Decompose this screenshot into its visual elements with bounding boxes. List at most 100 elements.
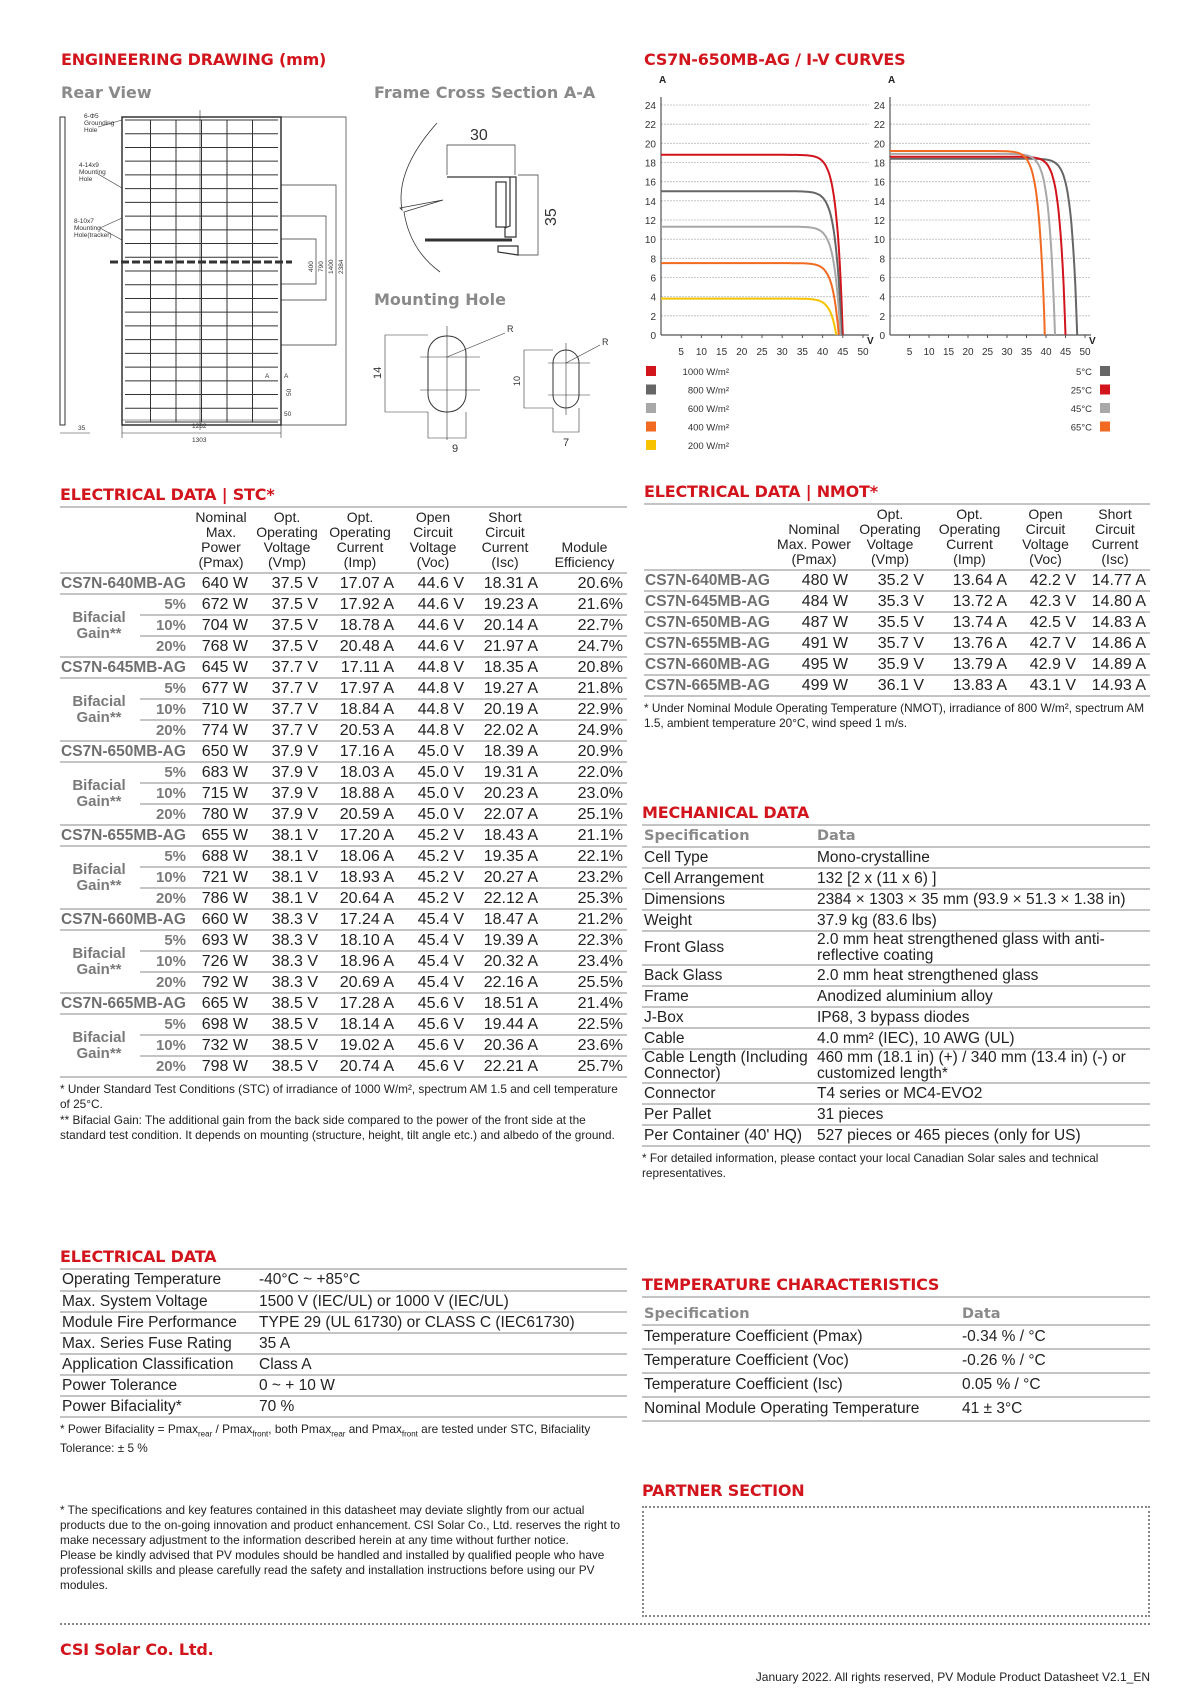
bifacial-row: 20% 774 W 37.7 V 20.53 A 44.8 V 22.02 A 24.9% bbox=[60, 720, 627, 742]
spec-label: Application Classification bbox=[60, 1354, 257, 1376]
nmot-row: CS7N-655MB-AG 491 W 35.7 V 13.76 A 42.7 V 14.… bbox=[644, 633, 1150, 655]
data-header: Data bbox=[960, 1304, 1150, 1326]
stc-column-header: Short Circuit Current (Isc) bbox=[468, 508, 542, 574]
stc-value: 20.19 A bbox=[468, 699, 542, 721]
stc-value: 37.7 V bbox=[252, 657, 322, 679]
stc-value: 715 W bbox=[190, 783, 252, 805]
stc-value: 18.35 A bbox=[468, 657, 542, 679]
stc-value: 44.8 V bbox=[398, 699, 468, 721]
spec-label: Per Pallet bbox=[642, 1104, 815, 1126]
iv-curve bbox=[661, 190, 843, 336]
spec-value: Mono-crystalline bbox=[815, 847, 1150, 869]
dimension-400: 400 bbox=[308, 261, 315, 272]
nmot-value: 487 W bbox=[776, 612, 852, 634]
stc-value: 17.97 A bbox=[322, 678, 398, 700]
stc-value: 665 W bbox=[190, 993, 252, 1015]
stc-value: 45.2 V bbox=[398, 867, 468, 889]
nmot-row: CS7N-645MB-AG 484 W 35.3 V 13.72 A 42.3 V 14.… bbox=[644, 591, 1150, 613]
partner-title: PARTNER SECTION bbox=[642, 1481, 805, 1500]
bifacial-row: Bifacial Gain** 5% 683 W 37.9 V 18.03 A 45.0 … bbox=[60, 762, 627, 826]
nmot-row: CS7N-665MB-AG 499 W 36.1 V 13.83 A 43.1 V 14.… bbox=[644, 675, 1150, 697]
spec-row: Temperature Coefficient (Pmax) -0.34 % / … bbox=[642, 1325, 1150, 1350]
legend-label: 25°C bbox=[1071, 386, 1092, 397]
spec-value: IP68, 3 bypass diodes bbox=[815, 1007, 1150, 1029]
bifacial-gain-percent: 10% bbox=[140, 867, 190, 889]
stc-value: 17.24 A bbox=[322, 909, 398, 931]
nmot-section: ELECTRICAL DATA | NMOT* Nominal Max. Pow… bbox=[644, 482, 1150, 731]
stc-value: 45.6 V bbox=[398, 993, 468, 1015]
spec-row: Per Pallet 31 pieces bbox=[642, 1104, 1150, 1126]
stc-value: 45.4 V bbox=[398, 909, 468, 931]
bifaciality-footnote: * Power Bifaciality = Pmaxrear / Pmaxfro… bbox=[60, 1422, 627, 1456]
spec-label: Module Fire Performance bbox=[60, 1312, 257, 1334]
stc-value: 44.6 V bbox=[398, 636, 468, 658]
legend-swatch bbox=[646, 384, 656, 395]
stc-value: 732 W bbox=[190, 1035, 252, 1057]
model-name: CS7N-640MB-AG bbox=[644, 570, 776, 592]
rear-view-annotations: 6-Φ5 Grounding Hole 4-14x9 Mounting Hole… bbox=[74, 113, 345, 444]
stc-value: 22.07 A bbox=[468, 804, 542, 826]
nmot-value: 13.76 A bbox=[928, 633, 1011, 655]
spec-value: -0.34 % / °C bbox=[960, 1325, 1150, 1350]
bifacial-row: 10% 704 W 37.5 V 18.78 A 44.6 V 20.14 A 22.7% bbox=[60, 615, 627, 637]
spec-value: 41 ± 3°C bbox=[960, 1397, 1150, 1422]
legend-swatch bbox=[1100, 384, 1110, 395]
stc-value: 25.5% bbox=[542, 972, 627, 994]
spec-row: Nominal Module Operating Temperature 41 ±… bbox=[642, 1397, 1150, 1422]
spec-row: Front Glass 2.0 mm heat strengthened glas… bbox=[642, 931, 1150, 966]
stc-value: 22.9% bbox=[542, 699, 627, 721]
nmot-column-header: Opt. Operating Voltage (Vmp) bbox=[852, 505, 928, 571]
stc-value: 792 W bbox=[190, 972, 252, 994]
note-sub: front bbox=[252, 1429, 269, 1439]
stc-value: 18.43 A bbox=[468, 825, 542, 847]
bifacial-row: 20% 786 W 38.1 V 20.64 A 45.2 V 22.12 A 25.3% bbox=[60, 888, 627, 910]
model-name: CS7N-665MB-AG bbox=[644, 675, 776, 697]
stc-value: 17.11 A bbox=[322, 657, 398, 679]
x-tick-label: 30 bbox=[777, 347, 789, 358]
bifacial-gain-percent: 10% bbox=[140, 783, 190, 805]
stc-header-row: Nominal Max. Power (Pmax) Opt. Operating … bbox=[60, 508, 627, 574]
x-tick-label: 10 bbox=[923, 347, 935, 358]
nmot-value: 13.83 A bbox=[928, 675, 1011, 697]
y-tick-label: 6 bbox=[650, 274, 656, 285]
y-tick-label: 6 bbox=[879, 274, 885, 285]
note-text: and Pmax bbox=[345, 1422, 402, 1436]
iv-curve bbox=[890, 157, 1079, 336]
spec-row: Cable 4.0 mm² (IEC), 10 AWG (UL) bbox=[642, 1028, 1150, 1050]
x-tick-label: 45 bbox=[837, 347, 849, 358]
grounding-hole-label: 6-Φ5 bbox=[84, 113, 99, 120]
stc-column-header: Opt. Operating Voltage (Vmp) bbox=[252, 508, 322, 574]
spec-row: Application Classification Class A bbox=[60, 1354, 627, 1376]
stc-value: 18.10 A bbox=[322, 930, 398, 952]
stc-value: 37.5 V bbox=[252, 594, 322, 616]
bifacial-gain-percent: 5% bbox=[140, 846, 190, 868]
stc-value: 44.6 V bbox=[398, 573, 468, 595]
bifacial-gain-percent: 5% bbox=[140, 930, 190, 952]
spec-label: Max. Series Fuse Rating bbox=[60, 1333, 257, 1355]
stc-value: 640 W bbox=[190, 573, 252, 595]
bifacial-row: 10% 726 W 38.3 V 18.96 A 45.4 V 20.32 A 23.4% bbox=[60, 951, 627, 973]
section-divider bbox=[60, 1268, 627, 1270]
bifacial-gain-label: Bifacial Gain** bbox=[60, 594, 140, 658]
y-tick-label: 0 bbox=[650, 331, 656, 342]
tracker-hole-label: 8-10x7 bbox=[74, 218, 94, 225]
y-tick-label: 4 bbox=[650, 293, 656, 304]
bifacial-gain-percent: 10% bbox=[140, 699, 190, 721]
stc-value: 25.1% bbox=[542, 804, 627, 826]
y-tick-label: 12 bbox=[874, 216, 886, 227]
spec-row: Cell Arrangement 132 [2 x (11 x 6) ] bbox=[642, 868, 1150, 890]
note-sub: rear bbox=[198, 1429, 213, 1439]
nmot-value: 42.2 V bbox=[1011, 570, 1080, 592]
stc-column-header: Module Efficiency bbox=[542, 508, 627, 574]
stc-value: 20.23 A bbox=[468, 783, 542, 805]
legend-label: 45°C bbox=[1071, 404, 1092, 415]
stc-value: 677 W bbox=[190, 678, 252, 700]
stc-value: 20.9% bbox=[542, 741, 627, 763]
stc-value: 19.27 A bbox=[468, 678, 542, 700]
nmot-column-header: Opt. Operating Current (Imp) bbox=[928, 505, 1011, 571]
spec-value: 70 % bbox=[257, 1396, 627, 1418]
stc-value: 37.9 V bbox=[252, 762, 322, 784]
model-name: CS7N-650MB-AG bbox=[60, 741, 190, 763]
nmot-value: 42.9 V bbox=[1011, 654, 1080, 676]
